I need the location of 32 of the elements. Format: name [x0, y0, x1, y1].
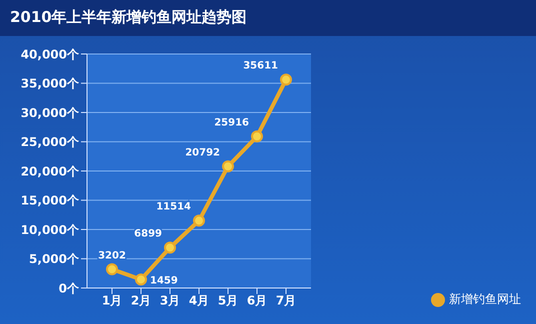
x-tick-label: 7月	[276, 294, 296, 308]
data-label: 25916	[214, 117, 250, 128]
y-tick-label: 0个	[58, 281, 80, 296]
point	[280, 74, 292, 86]
chart-title: 2010年上半年新增钓鱼网址趋势图	[10, 8, 247, 27]
data-label: 35611	[243, 60, 278, 72]
point	[164, 242, 176, 254]
data-label: 6899	[134, 228, 162, 240]
x-tick-label: 4月	[188, 294, 210, 308]
point	[135, 273, 147, 286]
point	[193, 214, 205, 227]
y-tick-label: 35,000个	[20, 76, 80, 91]
data-label: 3202	[98, 250, 126, 262]
x-tick-label: 1月	[102, 294, 122, 308]
y-tick-label: 40,000个	[20, 47, 80, 62]
legend-label: 新增钓鱼网址	[449, 292, 521, 306]
x-tick-label: 2月	[130, 294, 152, 308]
y-tick-label: 15,000个	[20, 194, 80, 208]
y-tick-label: 10,000个	[20, 222, 80, 237]
point	[251, 130, 263, 142]
y-tick-label: 25,000个	[20, 135, 80, 150]
data-label: 20792	[185, 147, 220, 158]
y-tick-label: 30,000个	[20, 106, 80, 120]
data-label: 1459	[150, 275, 178, 286]
point	[222, 160, 234, 172]
y-tick-label: 20,000个	[20, 164, 80, 178]
x-tick-label: 5月	[218, 294, 238, 308]
y-tick-label: 5,000个	[29, 252, 80, 266]
x-tick-label: 6月	[246, 294, 268, 308]
data-label: 11514	[156, 202, 192, 213]
x-tick-label: 3月	[160, 294, 180, 308]
point	[106, 263, 118, 276]
